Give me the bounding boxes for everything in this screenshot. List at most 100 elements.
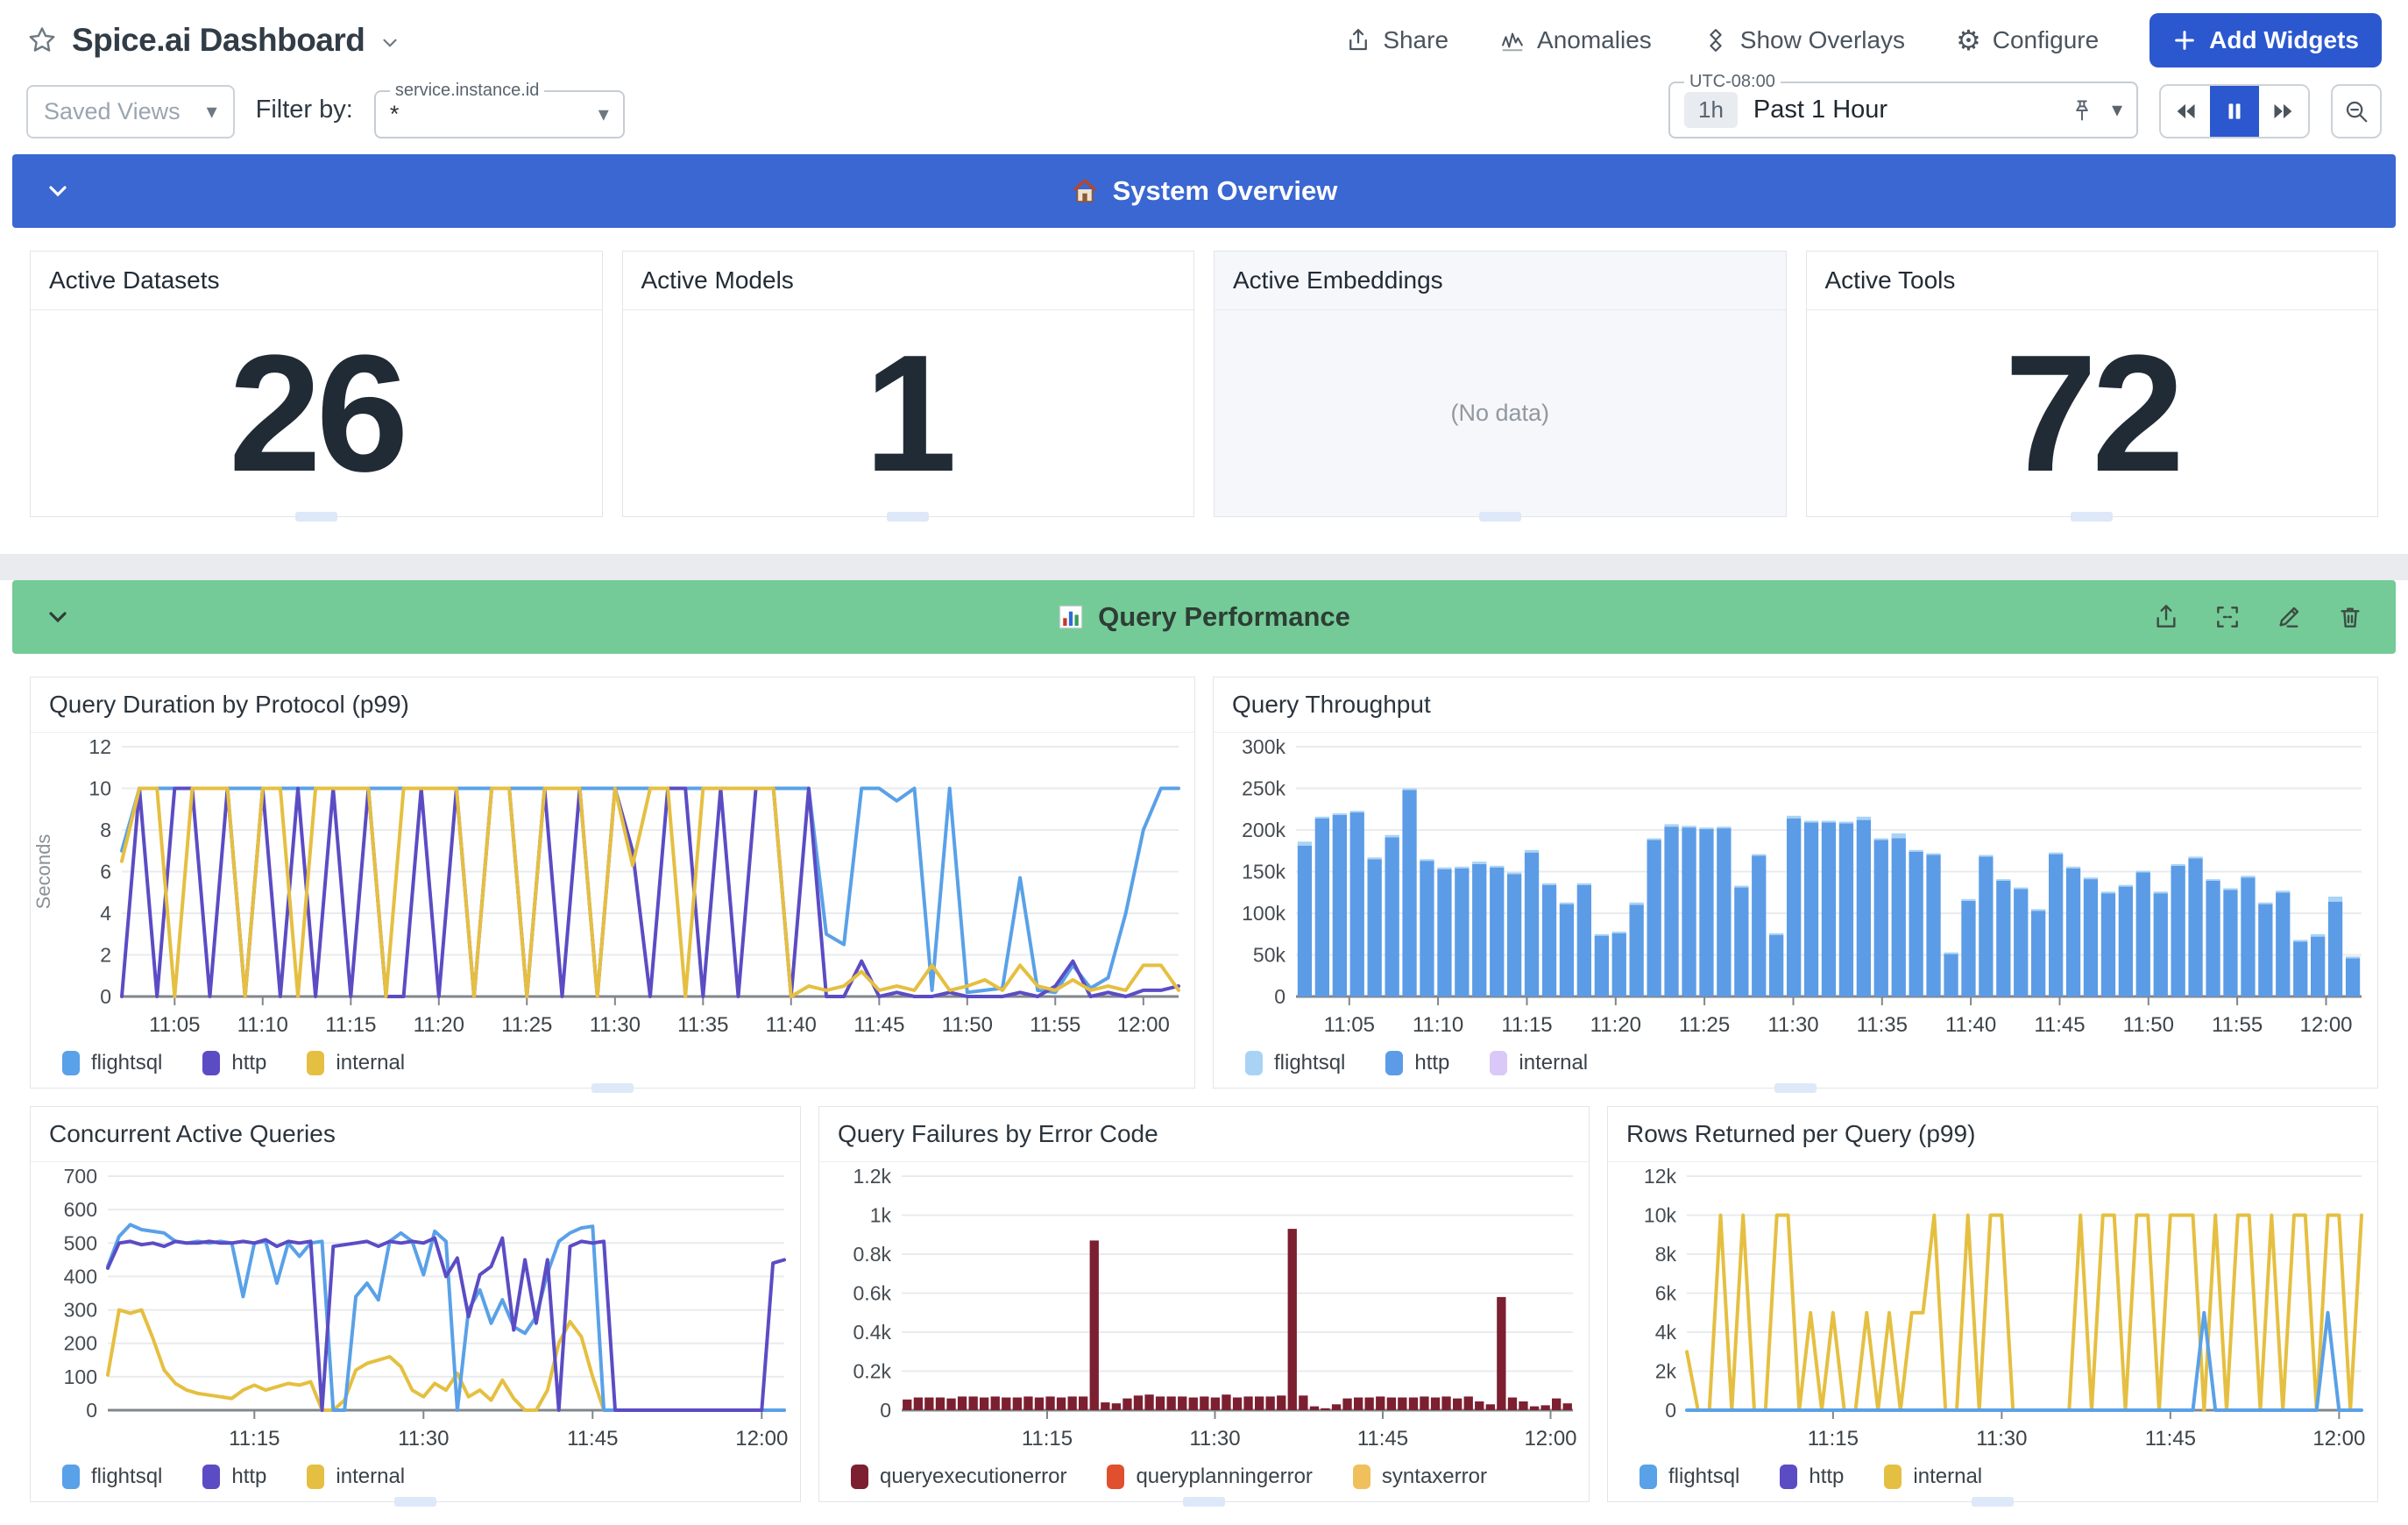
legend-item-internal[interactable]: internal (307, 1051, 405, 1075)
legend-swatch (62, 1465, 80, 1489)
svg-text:300: 300 (64, 1299, 97, 1322)
stat-card-title: Active Datasets (31, 252, 602, 310)
legend-item-queryexecutionerror[interactable]: queryexecutionerror (851, 1465, 1066, 1489)
stat-value: 72 (2005, 330, 2179, 497)
drag-handle[interactable] (394, 1497, 436, 1507)
drag-handle[interactable] (591, 1083, 634, 1093)
plus-icon (2172, 28, 2197, 53)
query-failures-chart[interactable]: 00.2k0.4k0.6k0.8k1k1.2k11:1511:3011:4512… (819, 1162, 1589, 1452)
edit-pencil-icon[interactable] (2275, 603, 2303, 631)
svg-text:12:00: 12:00 (735, 1427, 788, 1451)
legend-swatch (1490, 1051, 1507, 1075)
chevron-down-icon[interactable]: ▾ (2112, 97, 2122, 123)
legend-item-syntaxerror[interactable]: syntaxerror (1353, 1465, 1487, 1489)
collapse-chevron-icon[interactable] (44, 177, 72, 205)
overlays-icon (1703, 27, 1729, 53)
saved-views-select[interactable]: Saved Views ▾ (26, 85, 235, 138)
svg-text:400: 400 (64, 1265, 97, 1287)
svg-text:11:30: 11:30 (1767, 1013, 1818, 1037)
legend-item-internal[interactable]: internal (1490, 1051, 1588, 1075)
legend-item-flightsql[interactable]: flightsql (1245, 1051, 1345, 1075)
anomalies-button[interactable]: Anomalies (1499, 26, 1652, 54)
drag-handle[interactable] (1774, 1083, 1817, 1093)
legend-item-flightsql[interactable]: flightsql (1640, 1465, 1739, 1489)
legend-swatch (202, 1051, 220, 1075)
drag-handle[interactable] (1183, 1497, 1225, 1507)
svg-text:11:20: 11:20 (414, 1013, 464, 1037)
legend-item-flightsql[interactable]: flightsql (62, 1465, 162, 1489)
concurrent-queries-chart[interactable]: 010020030040050060070011:1511:3011:4512:… (31, 1162, 800, 1452)
svg-text:500: 500 (64, 1231, 97, 1254)
legend-item-internal[interactable]: internal (307, 1465, 405, 1489)
svg-text:12:00: 12:00 (1524, 1427, 1576, 1451)
svg-text:6k: 6k (1655, 1282, 1677, 1305)
svg-text:300k: 300k (1242, 735, 1285, 758)
svg-text:11:10: 11:10 (237, 1013, 288, 1037)
legend-item-http[interactable]: http (1385, 1051, 1449, 1075)
svg-text:11:15: 11:15 (1022, 1427, 1073, 1451)
range-badge: 1h (1684, 92, 1738, 128)
timezone-label: UTC-08:00 (1684, 72, 1781, 92)
export-icon[interactable] (2152, 603, 2180, 631)
svg-text:11:25: 11:25 (501, 1013, 552, 1037)
svg-text:2k: 2k (1655, 1360, 1677, 1383)
drag-handle[interactable] (1972, 1497, 2014, 1507)
legend-item-http[interactable]: http (202, 1465, 266, 1489)
svg-text:0: 0 (1665, 1399, 1676, 1422)
svg-text:600: 600 (64, 1198, 97, 1221)
drag-handle[interactable] (295, 512, 337, 521)
legend-swatch (1780, 1465, 1797, 1489)
legend-swatch (1353, 1465, 1370, 1489)
drag-handle[interactable] (2071, 512, 2113, 521)
rows-returned-chart[interactable]: 02k4k6k8k10k12k11:1511:3011:4512:00 (1608, 1162, 2377, 1452)
title-chevron-down-icon[interactable] (379, 32, 401, 54)
pin-icon[interactable] (2070, 98, 2094, 123)
add-widgets-button[interactable]: Add Widgets (2149, 13, 2382, 67)
query-throughput-chart[interactable]: 050k100k150k200k250k300k11:0511:1011:151… (1214, 733, 2377, 1039)
rewind-button[interactable] (2161, 86, 2210, 137)
zoom-out-button[interactable] (2331, 84, 2382, 138)
delete-trash-icon[interactable] (2336, 603, 2364, 631)
svg-text:4: 4 (100, 902, 111, 925)
legend-item-queryplanningerror[interactable]: queryplanningerror (1107, 1465, 1312, 1489)
chart-legend: flightsql http internal (1608, 1452, 2377, 1501)
legend-item-internal[interactable]: internal (1884, 1465, 1982, 1489)
filter-by-label: Filter by: (256, 96, 353, 138)
instance-filter-select[interactable]: service.instance.id * ▾ (374, 81, 625, 138)
stat-card-title: Active Embeddings (1215, 252, 1786, 310)
legend-item-flightsql[interactable]: flightsql (62, 1051, 162, 1075)
svg-text:11:30: 11:30 (398, 1427, 449, 1451)
fast-forward-button[interactable] (2259, 86, 2308, 137)
stat-card-active-tools: Active Tools 72 (1806, 251, 2379, 517)
no-data-label: (No data) (1450, 400, 1549, 427)
svg-text:11:20: 11:20 (1590, 1013, 1641, 1037)
drag-handle[interactable] (1479, 512, 1521, 521)
stat-card-title: Active Tools (1807, 252, 2378, 310)
legend-item-http[interactable]: http (1780, 1465, 1844, 1489)
svg-text:11:55: 11:55 (2212, 1013, 2263, 1037)
time-range-select[interactable]: UTC-08:00 1h Past 1 Hour ▾ (1668, 72, 2138, 138)
chart-legend: queryexecutionerror queryplanningerror syn… (819, 1452, 1589, 1501)
svg-text:2: 2 (100, 944, 111, 967)
copy-widget-icon[interactable] (2213, 603, 2242, 631)
collapse-chevron-icon[interactable] (44, 603, 72, 631)
drag-handle[interactable] (887, 512, 929, 521)
system-overview-banner: System Overview (12, 154, 2396, 228)
svg-text:11:30: 11:30 (1189, 1427, 1240, 1451)
query-performance-banner: Query Performance (12, 580, 2396, 654)
query-duration-chart[interactable]: 02468101211:0511:1011:1511:2011:2511:301… (31, 733, 1194, 1039)
svg-text:12:00: 12:00 (2312, 1427, 2365, 1451)
svg-text:11:40: 11:40 (1945, 1013, 1996, 1037)
legend-item-http[interactable]: http (202, 1051, 266, 1075)
legend-swatch (307, 1465, 324, 1489)
favorite-star-icon[interactable] (26, 25, 58, 56)
legend-swatch (202, 1465, 220, 1489)
configure-button[interactable]: ⚙ Configure (1956, 26, 2099, 54)
share-button[interactable]: Share (1345, 26, 1448, 54)
show-overlays-button[interactable]: Show Overlays (1703, 26, 1905, 54)
section-query-performance: Query Performance Query Duration by Prot… (0, 580, 2408, 1525)
filter-value: * (390, 101, 400, 128)
stat-card-active-datasets: Active Datasets 26 (30, 251, 603, 517)
pause-button[interactable] (2210, 86, 2259, 137)
bar-chart-icon (1058, 604, 1084, 630)
